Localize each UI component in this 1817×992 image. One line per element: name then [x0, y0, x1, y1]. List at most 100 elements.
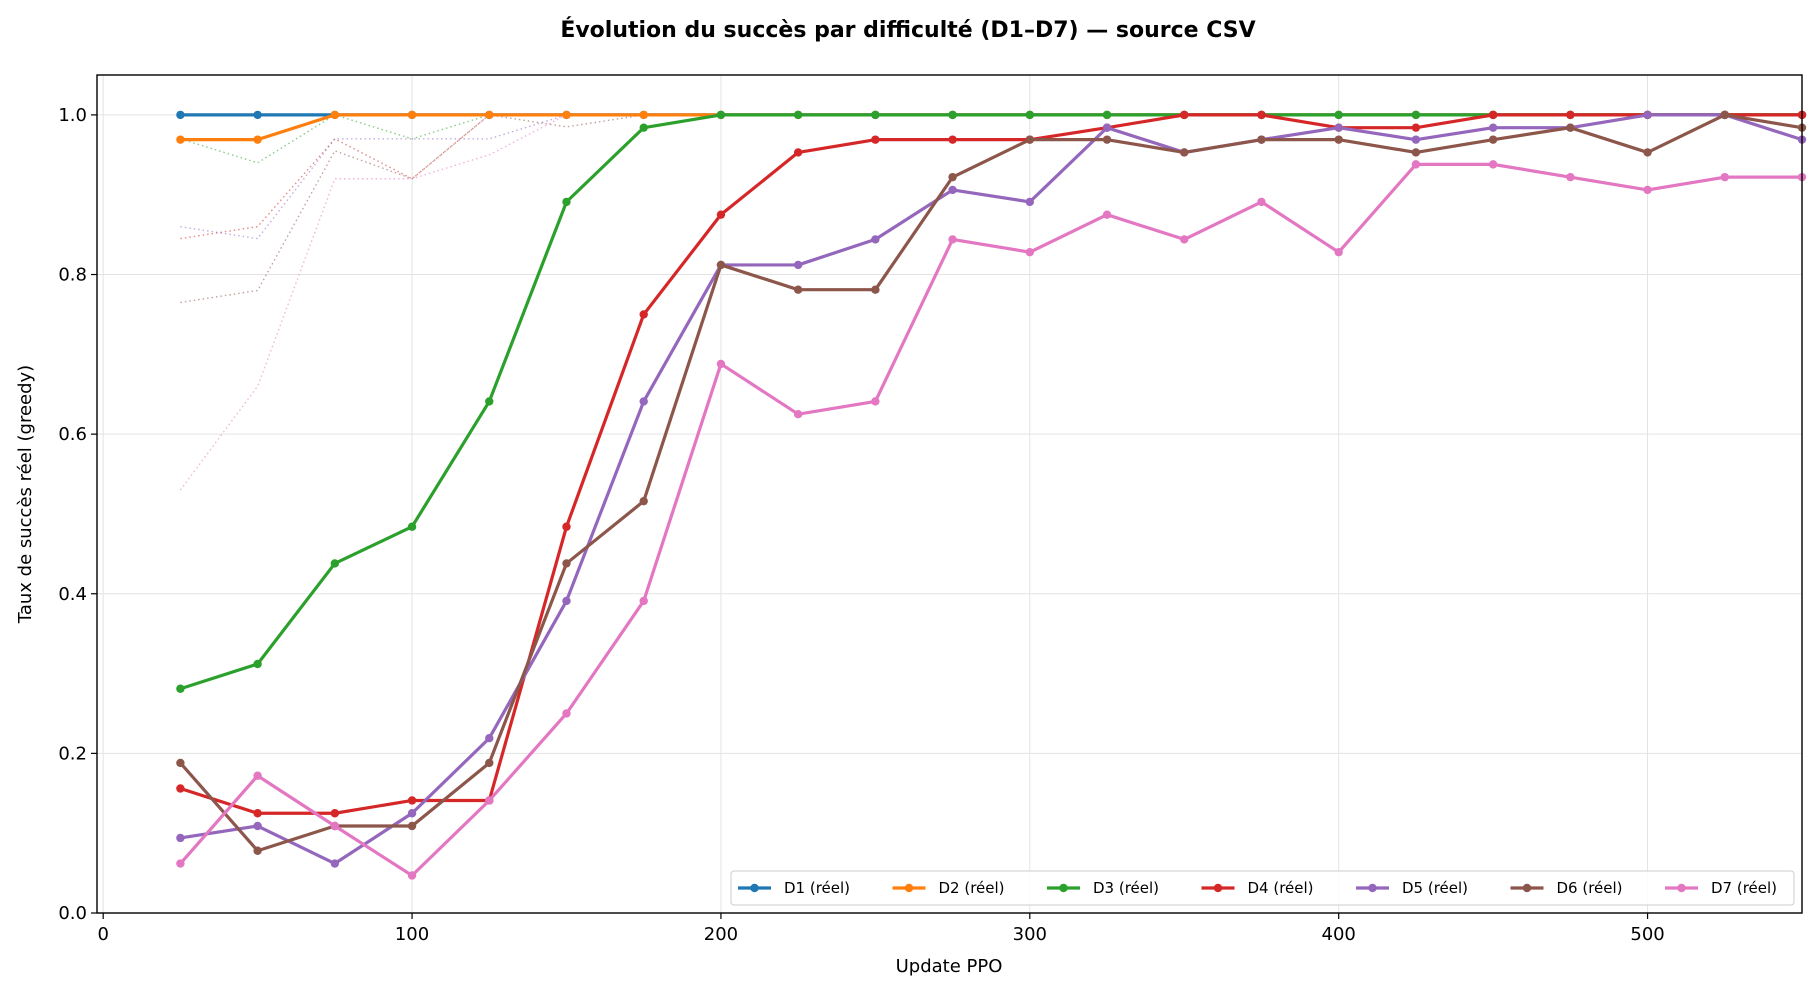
data-point: [485, 796, 494, 805]
data-point: [1180, 110, 1189, 120]
y-tick-label: 0.2: [58, 743, 87, 764]
x-tick-label: 300: [1013, 924, 1047, 945]
data-point: [716, 260, 726, 270]
data-point: [1025, 197, 1035, 207]
data-point: [793, 110, 803, 120]
data-point: [1411, 110, 1421, 120]
data-point: [948, 235, 957, 244]
data-point: [253, 135, 262, 144]
data-point: [1102, 135, 1112, 144]
data-point: [1102, 110, 1112, 120]
x-axis-title: Update PPO: [896, 956, 1003, 977]
data-point: [1411, 148, 1421, 157]
data-point: [871, 397, 880, 406]
legend-label: D2 (réel): [939, 879, 1005, 897]
data-point: [330, 559, 340, 568]
series-line: [179, 162, 1802, 878]
data-point: [407, 522, 417, 531]
data-point: [562, 559, 571, 568]
data-point: [253, 821, 262, 831]
data-point: [1025, 110, 1035, 120]
legend-label: D7 (réel): [1711, 879, 1777, 897]
data-point: [562, 709, 571, 718]
data-point: [1411, 160, 1421, 169]
data-point: [1566, 172, 1575, 182]
legend-marker: [904, 883, 914, 893]
data-point: [639, 496, 648, 506]
data-point: [1257, 135, 1266, 144]
data-point: [1334, 135, 1343, 144]
axis-ticks: 0 100 200 300 400 500 0.0 0.2 0.4 0.6 0.8 1.0: [58, 105, 1664, 945]
data-point: [1488, 135, 1498, 144]
chart-title: Évolution du succès par difficulté (D1–D…: [560, 17, 1255, 43]
data-point: [639, 310, 648, 319]
data-point: [1643, 185, 1652, 195]
y-tick-label: 0.0: [58, 903, 87, 924]
data-point: [948, 185, 957, 195]
data-point: [1334, 123, 1343, 132]
legend-marker: [1059, 883, 1068, 893]
legend-label: D3 (réel): [1093, 879, 1159, 897]
data-point: [253, 846, 262, 855]
data-point: [176, 784, 185, 793]
legend-item: D7 (réel): [1665, 879, 1777, 897]
data-point: [176, 110, 185, 120]
data-point: [1411, 135, 1421, 144]
data-point: [1488, 110, 1498, 120]
data-point: [639, 397, 648, 406]
data-point: [1566, 110, 1575, 120]
data-point: [716, 210, 726, 219]
data-point: [1411, 123, 1421, 132]
legend-item: D1 (réel): [738, 879, 850, 897]
series-line: [179, 113, 1802, 815]
data-point: [793, 409, 803, 419]
data-point: [330, 859, 340, 868]
data-point: [948, 172, 957, 182]
data-point: [871, 135, 880, 144]
x-tick-label: 400: [1322, 924, 1356, 945]
series-d7: [176, 160, 1807, 880]
data-point: [407, 796, 417, 805]
data-point: [485, 110, 494, 120]
data-point: [485, 397, 494, 406]
legend-label: D1 (réel): [784, 879, 850, 897]
data-point: [948, 110, 957, 120]
data-point: [1025, 135, 1035, 144]
data-point: [1102, 210, 1112, 219]
data-point: [253, 110, 262, 120]
data-point: [330, 809, 340, 818]
data-point: [1643, 148, 1652, 157]
data-point: [1102, 123, 1112, 132]
x-tick-label: 0: [97, 924, 108, 945]
data-point: [1720, 110, 1729, 120]
legend: D1 (réel) D2 (réel) D3 (réel) D4 (réel) D5 (…: [730, 870, 1795, 906]
data-point: [176, 758, 185, 768]
data-point: [1488, 160, 1498, 169]
legend-item: D2 (réel): [892, 879, 1005, 897]
data-point: [1025, 247, 1035, 257]
y-tick-label: 0.4: [58, 584, 87, 605]
x-tick-label: 500: [1630, 924, 1664, 945]
data-point: [1720, 172, 1729, 182]
legend-item: D6 (réel): [1510, 879, 1623, 897]
legend-marker: [1368, 883, 1377, 893]
data-point: [176, 833, 185, 843]
legend-marker: [1522, 883, 1532, 893]
y-axis-title: Taux de succès réel (greedy): [15, 365, 36, 624]
x-tick-label: 100: [395, 924, 429, 945]
data-point: [176, 135, 185, 144]
data-point: [253, 659, 262, 669]
data-point: [485, 734, 494, 743]
data-point: [330, 821, 340, 831]
data-point: [871, 110, 880, 120]
data-point: [330, 110, 340, 120]
data-point: [407, 809, 417, 818]
series-d6: [176, 110, 1807, 855]
data-point: [1180, 235, 1189, 244]
y-tick-label: 0.6: [58, 424, 87, 445]
data-point: [793, 260, 803, 270]
dotted-series-line: [179, 114, 644, 491]
data-point: [716, 110, 726, 120]
legend-marker: [750, 883, 759, 893]
